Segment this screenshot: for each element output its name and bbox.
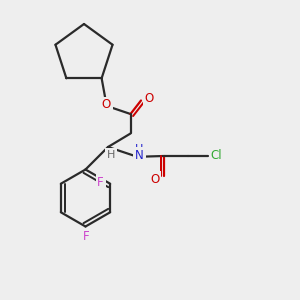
Text: H: H: [135, 144, 144, 154]
Text: N: N: [135, 149, 144, 162]
Text: O: O: [102, 98, 111, 112]
Text: F: F: [97, 176, 104, 189]
Text: H: H: [107, 149, 115, 160]
Text: O: O: [145, 92, 154, 105]
Text: F: F: [83, 230, 89, 243]
Text: Cl: Cl: [210, 149, 222, 162]
Text: O: O: [151, 172, 160, 186]
